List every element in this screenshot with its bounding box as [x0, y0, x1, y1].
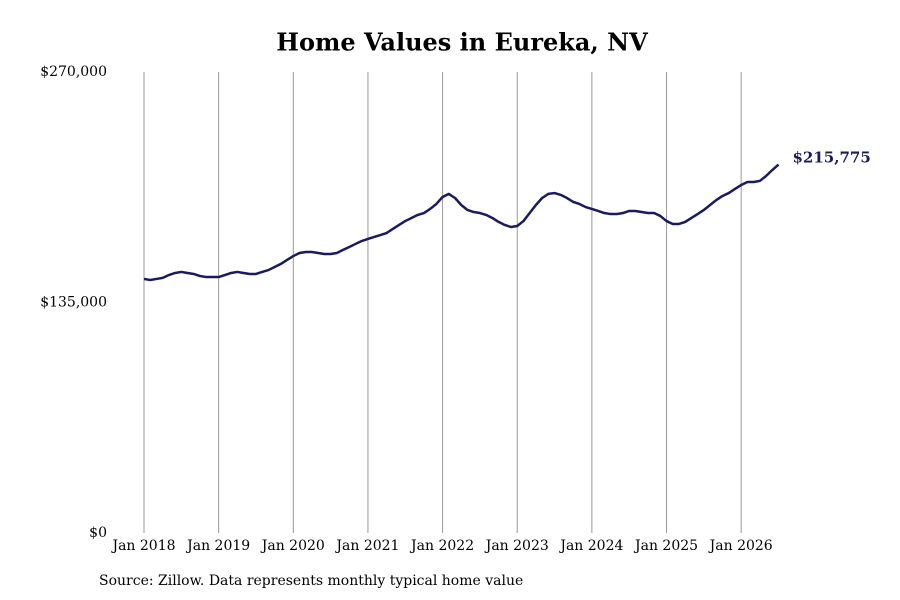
y-tick-label: $0 — [89, 525, 107, 541]
x-tick-label: Jan 2024 — [558, 538, 623, 554]
x-tick-label: Jan 2026 — [708, 538, 773, 554]
chart-title: Home Values in Eureka, NV — [276, 28, 648, 57]
x-tick-label: Jan 2022 — [409, 538, 474, 554]
y-tick-label: $135,000 — [40, 295, 107, 311]
x-tick-label: Jan 2021 — [334, 538, 399, 554]
x-tick-label: Jan 2020 — [260, 538, 325, 554]
x-tick-label: Jan 2018 — [110, 538, 175, 554]
y-tick-label: $270,000 — [40, 64, 107, 80]
x-tick-label: Jan 2025 — [633, 538, 698, 554]
x-tick-label: Jan 2023 — [484, 538, 549, 554]
end-label: $215,775 — [793, 149, 871, 167]
line — [143, 163, 780, 282]
x-tick-label: Jan 2019 — [185, 538, 250, 554]
source-note: Source: Zillow. Data represents monthly … — [99, 573, 523, 589]
